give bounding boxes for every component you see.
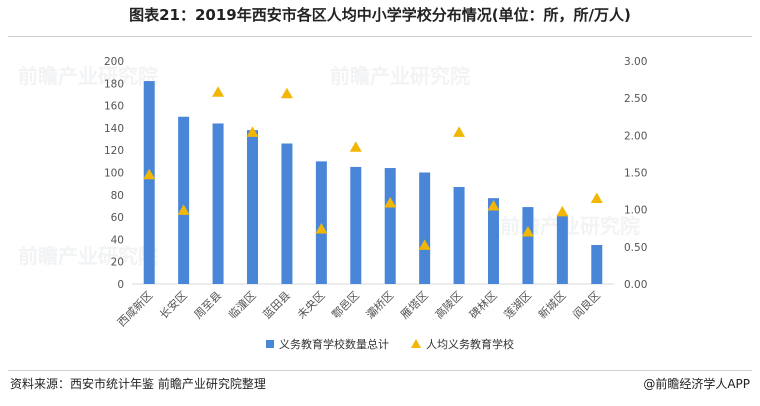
- x-tick-label: 周至县: [192, 289, 225, 322]
- brand-credit: @前瞻经济学人APP: [643, 377, 750, 391]
- x-tick-label: 新城区: [535, 288, 568, 321]
- marker-11: [521, 225, 534, 237]
- y-right-tick-label: 1.00: [624, 205, 647, 217]
- marker-3: [246, 126, 259, 137]
- x-tick-label: 高陵区: [432, 288, 465, 321]
- bar-12: [556, 214, 568, 284]
- legend-label-marker: 人均义务教育学校: [426, 337, 514, 351]
- x-tick-label: 碑林区: [466, 288, 499, 321]
- y-left-tick-label: 60: [111, 212, 124, 224]
- x-tick-label: 长安区: [157, 288, 190, 321]
- bar-8: [419, 172, 431, 284]
- x-tick-label: 未央区: [295, 289, 328, 322]
- bar-4: [281, 143, 293, 284]
- x-tick-label: 临潼区: [225, 288, 258, 321]
- marker-5: [315, 222, 328, 234]
- y-right-tick-label: 2.00: [624, 130, 647, 142]
- y-left-tick-label: 20: [111, 257, 124, 269]
- y-left-tick-label: 200: [104, 56, 124, 68]
- footer-divider: [8, 370, 752, 371]
- bar-11: [522, 207, 534, 284]
- marker-13: [590, 192, 603, 204]
- chart-title: 图表21：2019年西安市各区人均中小学学校分布情况(单位：所，所/万人): [129, 6, 631, 24]
- title-divider: [8, 36, 752, 37]
- marker-8: [418, 239, 431, 250]
- watermark: 前瞻产业研究院: [330, 64, 470, 88]
- bar-10: [488, 198, 499, 284]
- marker-4: [280, 87, 293, 99]
- y-right-tick-label: 0.00: [624, 279, 647, 291]
- y-left-tick-label: 100: [104, 168, 124, 180]
- bar-3: [247, 130, 258, 284]
- marker-9: [453, 126, 466, 137]
- y-right-tick-label: 0.50: [624, 242, 647, 254]
- x-tick-label: 雁塔区: [398, 289, 431, 322]
- bar-0: [143, 81, 155, 284]
- y-right-tick-label: 2.50: [624, 93, 647, 105]
- watermark: 前瞻产业研究院: [18, 244, 158, 268]
- bar-6: [350, 166, 362, 284]
- y-left-tick-label: 40: [111, 234, 124, 246]
- bar-13: [591, 244, 603, 284]
- x-tick-label: 蓝田县: [261, 289, 294, 322]
- y-left-tick-label: 120: [104, 145, 124, 157]
- combo-chart: 0 20 40 60 80 100 120 140 160 180 200 0.00 0.50 1.00 1…: [104, 56, 647, 351]
- marker-10: [487, 199, 500, 211]
- marker-12: [556, 205, 569, 217]
- marker-1: [177, 204, 190, 215]
- marker-0: [143, 168, 156, 180]
- bar-9: [453, 186, 465, 284]
- x-tick-label: 鄠邑区: [329, 289, 362, 322]
- y-left-tick-label: 140: [104, 123, 124, 135]
- bar-5: [315, 161, 327, 284]
- legend-swatch-bar: [266, 340, 274, 348]
- marker-6: [349, 141, 362, 152]
- x-tick-label: 阎良区: [570, 288, 603, 321]
- x-tick-label: 西咸新区: [114, 288, 155, 329]
- footer: 资料来源：西安市统计年鉴 前瞻产业研究院整理 @前瞻经济学人APP: [0, 375, 760, 397]
- x-tick-label: 灞桥区: [364, 289, 397, 322]
- y-right-tick-label: 1.50: [624, 168, 647, 180]
- y-left-tick-label: 160: [104, 101, 124, 113]
- marker-2: [212, 86, 225, 97]
- marker-7: [384, 196, 397, 208]
- source-note: 资料来源：西安市统计年鉴 前瞻产业研究院整理: [10, 377, 266, 391]
- y-left-tick-label: 0: [117, 279, 124, 291]
- y-left-tick-label: 180: [104, 78, 124, 90]
- y-right-tick-label: 3.00: [624, 56, 647, 68]
- legend-swatch-marker: [411, 339, 421, 348]
- bar-2: [212, 123, 224, 284]
- legend-label-bar: 义务教育学校数量总计: [279, 337, 389, 351]
- bar-1: [178, 116, 190, 284]
- bar-7: [384, 168, 396, 284]
- watermark: 前瞻产业研究院: [18, 64, 158, 88]
- y-left-tick-label: 80: [111, 190, 124, 202]
- x-tick-label: 莲湖区: [502, 289, 535, 322]
